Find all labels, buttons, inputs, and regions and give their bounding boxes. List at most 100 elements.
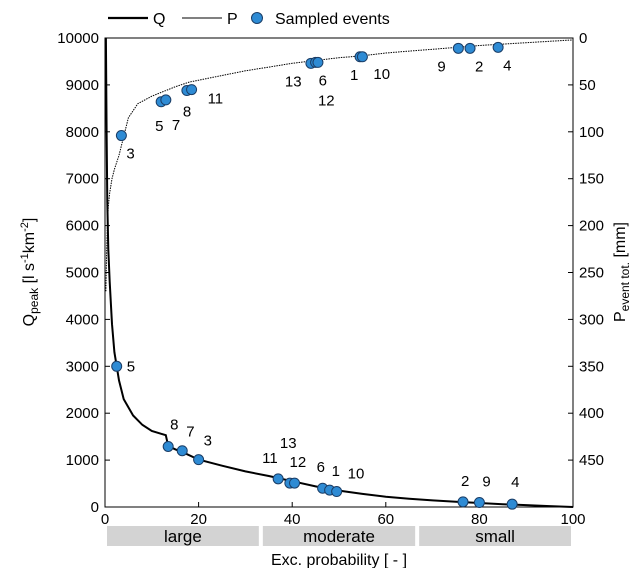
q-event-label: 2 xyxy=(461,473,469,490)
y-left-tick-label: 10000 xyxy=(57,30,99,47)
q-event-marker xyxy=(111,360,123,372)
p-events: 3 5 78 11 13 6 12 1 10 9 2 4 xyxy=(115,41,511,163)
y-left-tick-label: 1000 xyxy=(66,452,99,469)
legend-q-label: Q xyxy=(153,11,165,28)
class-band-label: moderate xyxy=(303,527,375,546)
x-tick-label: 60 xyxy=(377,511,394,528)
legend-marker-swatch xyxy=(251,12,263,24)
q-event-label: 13 xyxy=(280,435,297,452)
q-event-label: 5 xyxy=(127,358,135,375)
p-event-label: 8 xyxy=(183,104,191,121)
right-y-ticks: 0 50 100 150 200 250 300 350 400 450 xyxy=(568,30,604,469)
p-event-label: 11 xyxy=(208,91,224,108)
p-event-marker xyxy=(452,42,464,54)
y-right-tick-label: 250 xyxy=(579,265,604,282)
p-event-label: 13 xyxy=(285,73,302,90)
y-right-tick-label: 300 xyxy=(579,311,604,328)
left-y-ticks: 0 1000 2000 3000 4000 5000 6000 7000 8000 9000 100… xyxy=(57,30,110,516)
p-event-marker xyxy=(492,41,504,53)
q-event-label: 10 xyxy=(348,466,365,483)
y-left-label-units-open: [l s xyxy=(21,263,38,288)
q-event-label: 6 xyxy=(317,459,325,476)
p-event-marker xyxy=(464,42,476,54)
y-right-tick-label: 50 xyxy=(579,77,596,94)
p-event-label: 9 xyxy=(437,58,445,75)
y-left-tick-label: 7000 xyxy=(66,171,99,188)
q-event-marker xyxy=(506,498,518,510)
y-left-tick-label: 8000 xyxy=(66,124,99,141)
p-event-marker xyxy=(115,130,127,142)
q-event-marker xyxy=(331,486,343,498)
q-event-label: 8 xyxy=(170,416,178,433)
p-event-marker xyxy=(312,56,324,68)
p-curve xyxy=(105,39,574,292)
y-right-label-main: P xyxy=(612,311,629,322)
q-event-label: 12 xyxy=(290,454,307,471)
y-left-tick-label: 3000 xyxy=(66,358,99,375)
p-event-label: 5 xyxy=(155,118,163,135)
p-event-label: 12 xyxy=(318,92,335,109)
p-event-label: 6 xyxy=(319,72,327,89)
q-curve xyxy=(104,37,574,508)
p-event-label: 7 xyxy=(172,117,180,134)
y-right-tick-label: 450 xyxy=(579,452,604,469)
q-event-marker xyxy=(272,473,284,485)
q-event-marker xyxy=(473,497,485,509)
q-event-marker xyxy=(289,477,301,489)
y-left-tick-label: 5000 xyxy=(66,265,99,282)
y-right-label-sub: event tot. xyxy=(618,262,632,311)
y-left-label-exp1: -1 xyxy=(19,253,31,263)
y-left-tick-label: 9000 xyxy=(66,77,99,94)
y-left-tick-label: 2000 xyxy=(66,405,99,422)
y-left-label-sub: peak xyxy=(27,287,41,314)
plot-frame xyxy=(104,37,574,508)
y-right-label-units: [mm] xyxy=(612,222,629,262)
q-event-marker xyxy=(162,440,174,452)
x-tick-label: 100 xyxy=(560,511,585,528)
x-axis-label: Exc. probability [ - ] xyxy=(271,552,407,568)
y-left-tick-label: 0 xyxy=(91,499,99,516)
q-event-label: 1 xyxy=(332,463,340,480)
q-event-marker xyxy=(193,454,205,466)
p-event-marker xyxy=(356,51,368,63)
q-event-marker xyxy=(457,496,469,508)
class-bands: large moderate small xyxy=(107,526,571,546)
y-left-label-units-close: ] xyxy=(21,218,38,222)
x-tick-label: 0 xyxy=(101,511,109,528)
q-event-label: 11 xyxy=(262,450,278,467)
p-event-label: 10 xyxy=(373,66,390,83)
legend-p-label: P xyxy=(227,11,238,28)
x-tick-label: 20 xyxy=(190,511,207,528)
x-tick-label: 80 xyxy=(471,511,488,528)
q-event-label: 9 xyxy=(482,474,490,491)
y-right-tick-label: 350 xyxy=(579,358,604,375)
y-left-tick-label: 6000 xyxy=(66,218,99,235)
q-event-marker xyxy=(176,445,188,457)
legend: Q P Sampled events xyxy=(108,11,390,28)
x-ticks: 0 20 40 60 80 100 xyxy=(101,502,586,528)
class-band xyxy=(107,526,259,546)
p-event-label: 1 xyxy=(350,67,358,84)
p-event-marker xyxy=(160,94,172,106)
y-left-tick-label: 4000 xyxy=(66,311,99,328)
p-event-label: 3 xyxy=(126,146,134,163)
p-event-label: 4 xyxy=(503,57,511,74)
y-right-tick-label: 400 xyxy=(579,405,604,422)
legend-events-label: Sampled events xyxy=(275,11,390,28)
p-event-label: 2 xyxy=(475,58,483,75)
y-left-label-main: Q xyxy=(21,314,38,326)
class-band-label: large xyxy=(164,527,202,546)
q-event-label: 4 xyxy=(511,474,519,491)
y-right-tick-label: 0 xyxy=(579,30,587,47)
y-right-tick-label: 150 xyxy=(579,171,604,188)
y-right-tick-label: 200 xyxy=(579,218,604,235)
q-event-label: 3 xyxy=(204,433,212,450)
y-right-label: Pevent tot. [mm] xyxy=(612,222,632,322)
y-left-label-exp2: -2 xyxy=(19,222,31,232)
class-band xyxy=(262,526,416,546)
p-event-marker xyxy=(186,84,198,96)
class-band-label: small xyxy=(475,527,515,546)
q-event-label: 7 xyxy=(186,424,194,441)
